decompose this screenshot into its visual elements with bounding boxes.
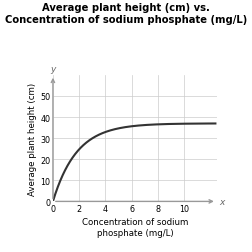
Text: y: y — [50, 65, 56, 74]
Text: x: x — [219, 197, 225, 206]
Y-axis label: Average plant height (cm): Average plant height (cm) — [28, 82, 37, 195]
Text: Average plant height (cm) vs.
Concentration of sodium phosphate (mg/L): Average plant height (cm) vs. Concentrat… — [5, 3, 247, 25]
X-axis label: Concentration of sodium
phosphate (mg/L): Concentration of sodium phosphate (mg/L) — [82, 217, 188, 237]
